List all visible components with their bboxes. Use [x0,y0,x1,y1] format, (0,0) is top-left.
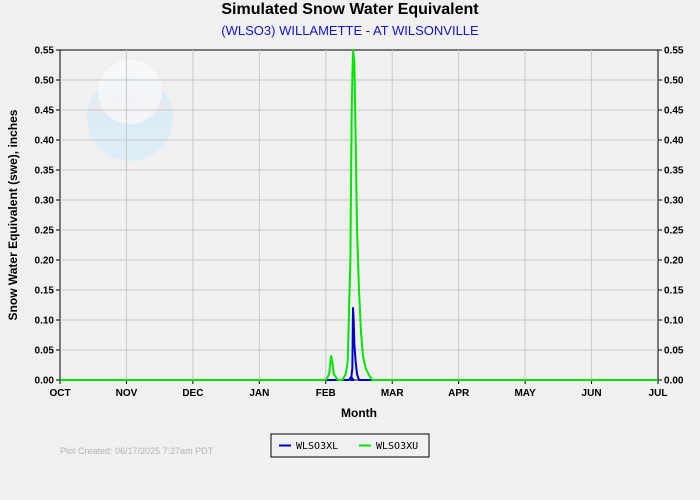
y-tick-label: 0.55 [35,46,55,57]
y-tick-label: 0.30 [35,196,55,207]
y-tick-label: 0.35 [35,166,55,177]
y-tick-label: 0.05 [35,346,55,357]
x-tick-label: JAN [249,388,269,399]
legend-item-wlso3xl: WLSO3XL [296,441,338,452]
series-lines [60,49,658,381]
y-tick-label: 0.00 [35,376,55,387]
y-tick-label: 0.40 [35,136,55,147]
y-tick-label: 0.50 [35,76,55,87]
y-axis-left: 0.00 0.05 0.10 0.15 0.20 0.25 0.30 0.35 0.40 0.45… [35,46,60,387]
y-tick-label-right: 0.20 [664,256,684,267]
y-tick-label-right: 0.45 [664,106,684,117]
y-tick-label-right: 0.30 [664,196,684,207]
y-tick-label-right: 0.10 [664,316,684,327]
legend-item-wlso3xu: WLSO3XU [376,441,418,452]
y-axis-label: Snow Water Equivalent (swe), inches [6,109,20,320]
y-tick-label-right: 0.35 [664,166,684,177]
y-tick-label-right: 0.40 [664,136,684,147]
svg-text:NOAA: NOAA [112,92,148,106]
x-tick-label: MAY [514,388,536,399]
y-tick-label: 0.15 [35,286,55,297]
series-line-wlso3xl [60,307,658,381]
x-tick-label: JUN [582,388,602,399]
x-tick-label: APR [448,388,470,399]
y-tick-label-right: 0.00 [664,376,684,387]
series-line-wlso3xu [60,49,658,381]
chart-subtitle: (WLSO3) WILLAMETTE - AT WILSONVILLE [221,23,479,38]
x-axis-label: Month [341,406,377,420]
x-tick-label: FEB [316,388,336,399]
y-tick-label-right: 0.05 [664,346,684,357]
x-tick-label: DEC [182,388,203,399]
y-tick-label-right: 0.55 [664,46,684,57]
y-tick-label-right: 0.50 [664,76,684,87]
y-tick-label: 0.10 [35,316,55,327]
x-tick-label: NOV [116,388,138,399]
x-tick-label: MAR [381,388,405,399]
x-tick-label: JUL [649,388,668,399]
x-tick-label: OCT [49,388,70,399]
x-axis: OCT NOV DEC JAN FEB MAR APR MAY JUN JUL [49,380,667,399]
y-axis-right: 0.00 0.05 0.10 0.15 0.20 0.25 0.30 0.35 0.40 0.45… [658,46,684,387]
y-tick-label-right: 0.25 [664,226,684,237]
plot-created-footer: Plot Created: 06/17/2025 7:27am PDT [60,446,214,456]
legend: WLSO3XL WLSO3XU [270,433,430,458]
y-tick-label-right: 0.15 [664,286,684,297]
y-tick-label: 0.20 [35,256,55,267]
y-tick-label: 0.25 [35,226,55,237]
y-tick-label: 0.45 [35,106,55,117]
chart-title: Simulated Snow Water Equivalent [221,1,479,18]
